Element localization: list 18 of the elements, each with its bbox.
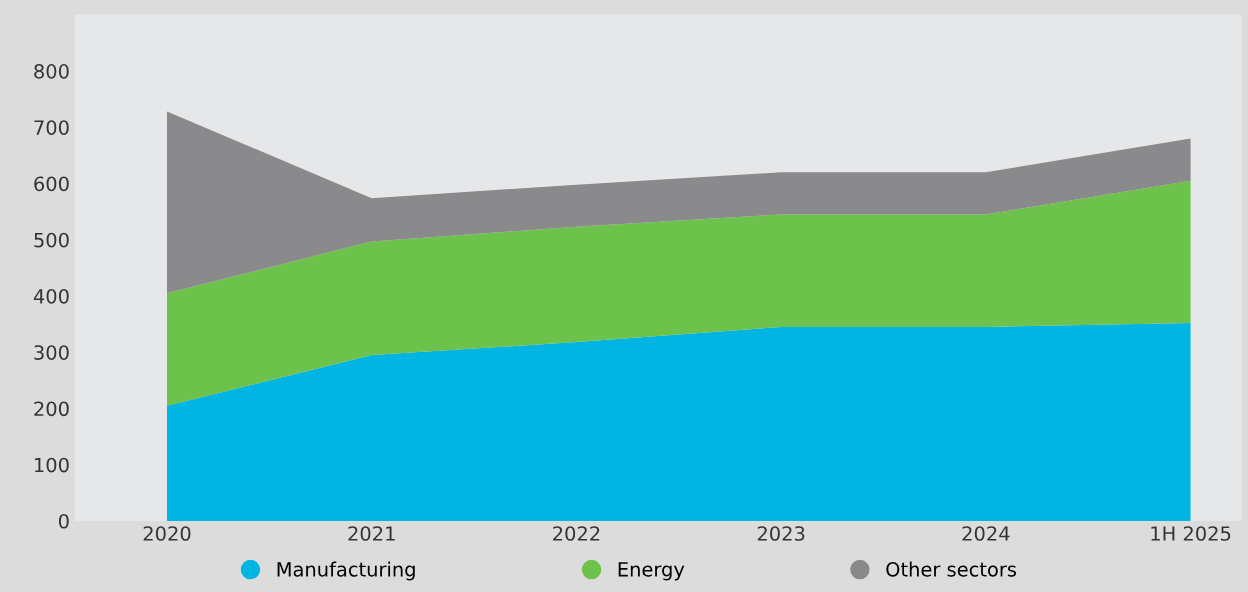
legend-label: Other sectors xyxy=(886,561,1017,577)
legend-label: Energy xyxy=(618,562,685,581)
y-tick-label: 400 xyxy=(33,288,69,304)
y-tick-label: 100 xyxy=(35,457,69,473)
y-tick-label: 700 xyxy=(34,120,69,135)
y-tick-label: 300 xyxy=(34,345,69,360)
y-tick-label: 800 xyxy=(34,64,69,79)
x-tick-label: 2021 xyxy=(348,526,395,541)
x-tick-label: 2022 xyxy=(553,526,600,541)
x-tick-label: 2024 xyxy=(962,526,1010,541)
y-tick-label: 500 xyxy=(34,232,69,248)
x-tick-label: 1H 2025 xyxy=(1151,526,1231,541)
x-tick-label: 2023 xyxy=(757,526,805,541)
y-tick-label: 0 xyxy=(58,513,69,529)
y-tick-label: 600 xyxy=(34,176,69,192)
y-tick-label: 200 xyxy=(34,401,69,417)
x-tick-label: 2020 xyxy=(143,526,191,541)
legend-label: Manufacturing xyxy=(277,561,415,581)
